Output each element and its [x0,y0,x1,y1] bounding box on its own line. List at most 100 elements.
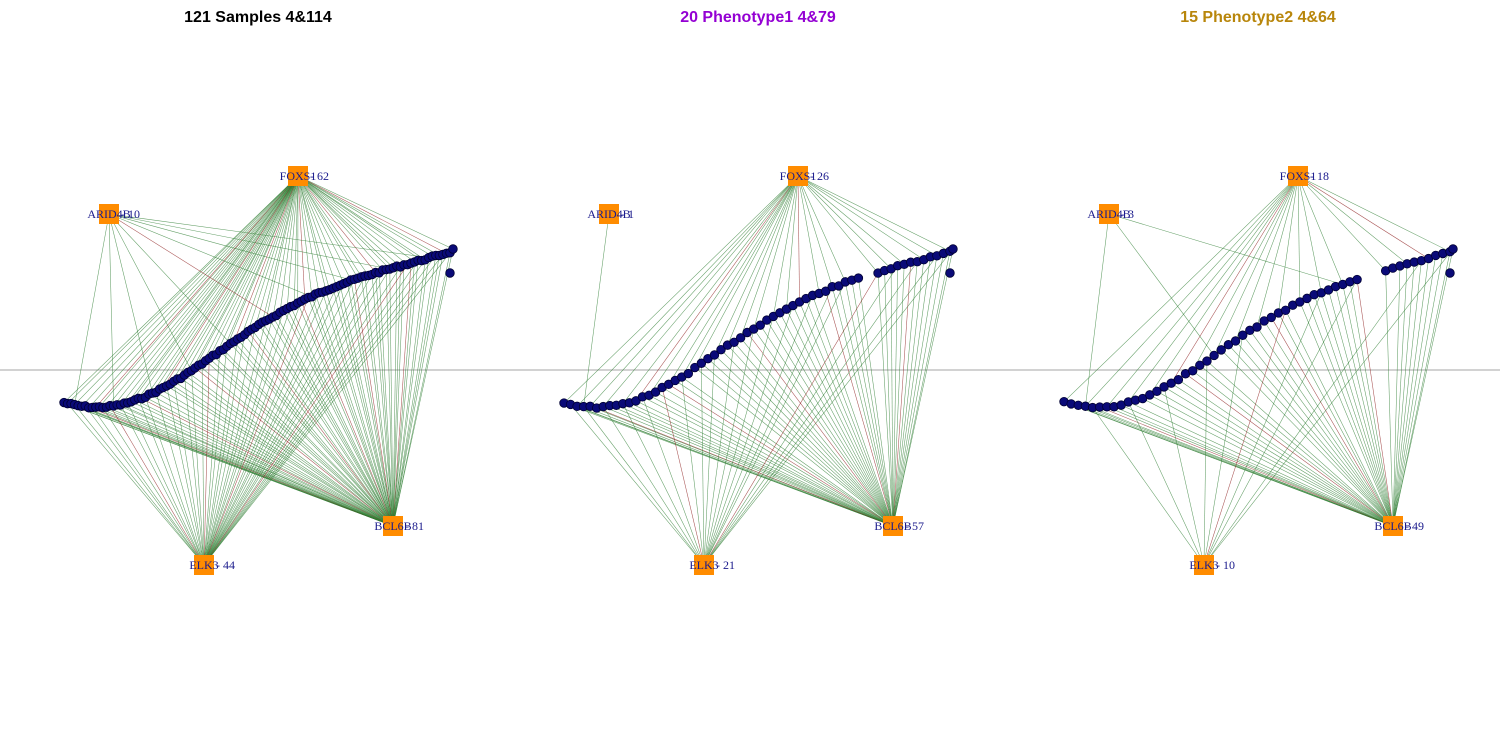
sample-node [1252,322,1262,332]
edge [311,296,394,527]
edge [1297,175,1322,293]
edge [203,279,355,566]
edge [583,406,705,566]
edge [106,175,299,408]
edge [315,293,394,527]
edge [127,175,299,404]
edge [265,175,299,321]
edge [1203,310,1286,566]
edge [1278,175,1299,313]
hub-elk3 [694,555,714,575]
edge [194,367,394,527]
edge [1335,286,1394,527]
edge [1185,373,1394,527]
hub-foxs1 [288,166,308,186]
edge [392,257,430,527]
edge [733,342,894,527]
edge [740,175,799,338]
edge [1106,406,1394,527]
sample-node [1280,305,1291,316]
edge [1297,175,1408,265]
edge [1392,262,1415,527]
edge [205,360,394,527]
edge [635,175,799,402]
edge [858,278,894,527]
edge [576,406,894,527]
edge [203,350,221,566]
sample-node [1152,386,1162,396]
edge [892,255,938,527]
edge [622,175,799,404]
edge [1221,349,1394,527]
edge [642,396,894,527]
edge [203,316,274,566]
edge [831,286,894,527]
edge [389,269,394,527]
edge [272,175,299,317]
edge [629,402,894,527]
sample-node [1173,374,1184,385]
hub-bcl6b [383,516,403,536]
edge [308,297,394,527]
edge [392,255,437,527]
edge [184,175,299,376]
edge [779,312,894,527]
edges-panel-1 [63,175,454,566]
edge [152,175,299,394]
hub-count-foxs1: - 26 [810,169,829,183]
edge [95,175,299,408]
edge [85,405,205,566]
hub-count-arid4b: - 1 [621,207,634,221]
edge [622,403,894,527]
edge [1199,365,1394,527]
edge [797,175,924,260]
edge [1203,248,1454,566]
edge [203,338,238,566]
sample-node [948,244,958,254]
edge [596,407,894,527]
sample-node [709,350,720,360]
edge [753,328,894,527]
edge [74,213,110,405]
panel-title-3: 15 Phenotype2 4&64 [1180,9,1336,26]
edge [1203,361,1208,566]
edge [184,375,205,566]
edge [297,175,447,254]
edge [203,292,320,566]
hub-count-bcl6b: - 49 [1405,519,1424,533]
edge [603,406,894,527]
edge [201,364,205,566]
edge [1297,175,1451,252]
edge [63,175,299,403]
edge [1203,335,1243,566]
edge [746,332,894,527]
edge [1108,213,1343,285]
nodes-panel-1 [59,244,458,413]
edge [1321,292,1394,527]
edge [159,388,394,527]
edge [1349,281,1394,527]
edge [576,175,799,407]
edge [293,175,299,306]
edge [120,404,394,527]
edge [892,264,905,527]
edge [74,404,205,566]
hub-foxs1 [788,166,808,186]
edge [233,341,394,527]
edge [681,376,894,527]
edge [1256,326,1394,527]
edge [583,406,894,527]
edge [877,273,894,527]
edge [1263,320,1394,527]
edge [1192,370,1394,527]
edge [681,377,705,566]
panel-1: FOXS1- 62 ARID4B- 10 BCL6B- 81 ELK3- 44 [59,166,458,575]
edge [714,175,799,356]
hub-label-foxs1: FOXS1 [780,169,817,183]
edge [1213,175,1299,356]
hub-bcl6b [883,516,903,536]
edge [1297,175,1344,285]
edge [773,175,799,317]
sample-node [1209,350,1219,361]
edge [760,324,894,527]
